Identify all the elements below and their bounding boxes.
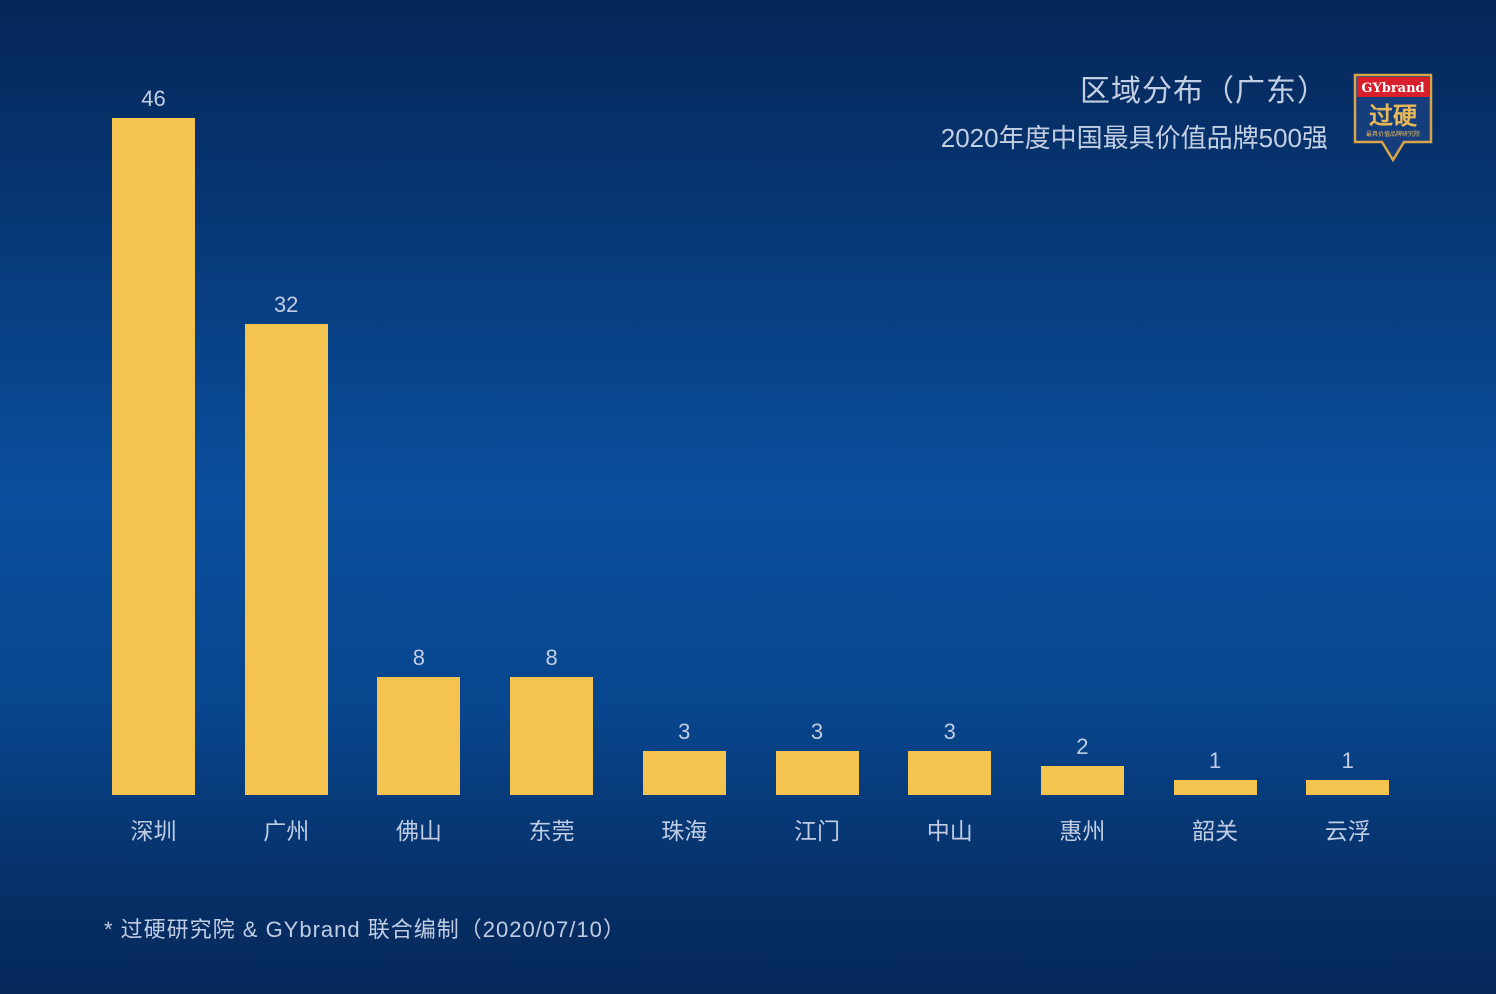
title-block: 区域分布（广东） 2020年度中国最具价值品牌500强 — [941, 72, 1328, 158]
bar — [377, 677, 461, 795]
bar-value-label: 1 — [1208, 748, 1222, 774]
category-label: 佛山 — [395, 818, 442, 844]
bar — [112, 118, 195, 795]
category-label: 云浮 — [1324, 818, 1371, 844]
bar — [1306, 780, 1390, 795]
bar — [642, 750, 726, 795]
gybrand-logo-icon: GYbrand 过硬 最具价值品牌研究院 — [1353, 73, 1433, 163]
bar — [1040, 765, 1124, 795]
bar-value-label: 2 — [1076, 733, 1089, 759]
bar-value-label: 3 — [943, 718, 956, 744]
category-label: 东莞 — [528, 818, 575, 844]
bar-value-label: 32 — [273, 292, 299, 318]
category-label: 广州 — [263, 818, 310, 844]
bar — [510, 677, 594, 795]
bar — [244, 324, 328, 795]
bar — [1173, 780, 1257, 795]
category-label: 惠州 — [1059, 818, 1106, 844]
bar-value-label: 3 — [678, 718, 691, 744]
source-note: * 过硬研究院 & GYbrand 联合编制（2020/07/10） — [104, 917, 626, 942]
chart-subtitle: 2020年度中国最具价值品牌500强 — [940, 123, 1328, 153]
svg-text:最具价值品牌研究院: 最具价值品牌研究院 — [1366, 130, 1420, 138]
bar-value-label: 8 — [545, 645, 558, 671]
chart-title: 区域分布（广东） — [1080, 75, 1328, 108]
category-label: 江门 — [794, 818, 840, 844]
category-label: 中山 — [926, 818, 973, 844]
bar-value-label: 3 — [810, 718, 824, 744]
category-label: 深圳 — [130, 818, 177, 844]
bar-value-label: 1 — [1341, 748, 1354, 774]
bar-value-label: 8 — [412, 645, 426, 671]
bar — [908, 750, 992, 795]
category-label: 珠海 — [661, 818, 708, 844]
svg-text:GYbrand: GYbrand — [1361, 81, 1424, 96]
bar — [775, 750, 859, 795]
svg-text:过硬: 过硬 — [1369, 102, 1418, 130]
category-label: 韶关 — [1192, 818, 1239, 844]
bar-value-label: 46 — [141, 86, 166, 111]
